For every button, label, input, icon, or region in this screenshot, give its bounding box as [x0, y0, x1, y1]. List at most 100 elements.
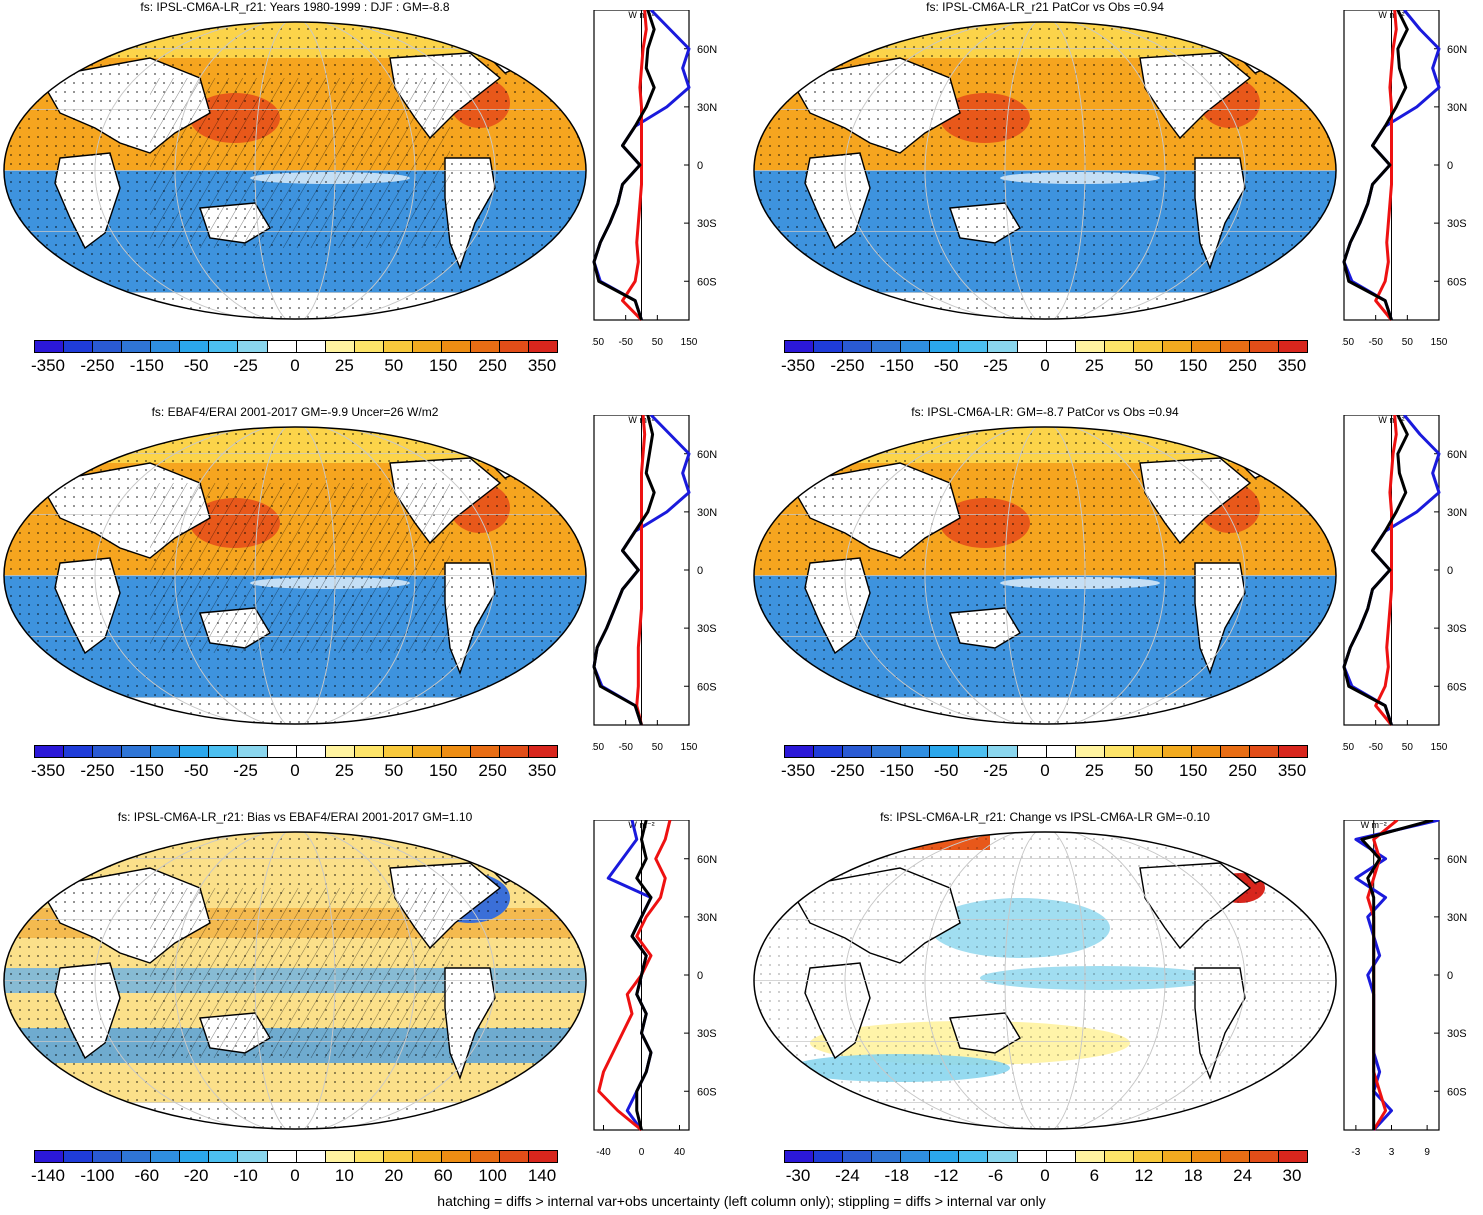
colorbar-swatch [151, 746, 181, 757]
colorbar-label: 30 [1282, 1166, 1302, 1185]
colorbar-swatch [383, 341, 413, 352]
colorbar-swatch [1104, 341, 1134, 352]
zonal-x-tick-label: 9 [1424, 1147, 1430, 1158]
colorbar-label: 150 [1179, 761, 1208, 780]
colorbar-swatch [1017, 1151, 1047, 1162]
colorbar-label: 25 [1084, 356, 1104, 375]
colorbar-label: -140 [30, 1166, 66, 1185]
zonal-mean-plot: W m⁻² 60N 30N 0 30S 60S -150 -50 50 150 [1342, 10, 1467, 348]
zonal-unit-label: W m⁻² [1378, 415, 1404, 425]
global-map [3, 426, 587, 725]
zonal-y-tick-label: 60S [697, 276, 717, 288]
colorbar-label: -100 [80, 1166, 115, 1185]
colorbar-swatch [785, 746, 815, 757]
colorbar-swatch [1104, 746, 1134, 757]
colorbar-swatch [988, 1151, 1018, 1162]
colorbar-swatch [959, 746, 989, 757]
colorbar-swatch [785, 341, 815, 352]
colorbar-swatch [412, 1151, 442, 1162]
colorbar-swatch [209, 1151, 239, 1162]
colorbar-swatch [843, 746, 873, 757]
colorbar-swatch [325, 341, 355, 352]
colorbar-swatch [412, 341, 442, 352]
zonal-x-tick-label: -50 [1368, 337, 1383, 348]
colorbar-swatch [470, 341, 500, 352]
colorbar-label: -350 [30, 356, 66, 375]
zonal-x-tick-label: 150 [681, 337, 698, 348]
figure-panel: fs: IPSL-CM6A-LR_r21 PatCor vs Obs =0.94… [750, 0, 1483, 395]
colorbar [784, 745, 1308, 758]
colorbar-swatch [901, 341, 931, 352]
colorbar-swatch [296, 1151, 326, 1162]
colorbar-labels: -350 -250 -150 -50 -25 0 25 50 150 250 350 [30, 761, 556, 783]
colorbar-swatch [296, 341, 326, 352]
colorbar-swatch [988, 746, 1018, 757]
zonal-series-black [592, 10, 656, 321]
colorbar-label: -250 [80, 356, 115, 375]
colorbar-swatch [529, 746, 558, 757]
global-map [753, 21, 1337, 320]
colorbar-label: -350 [780, 761, 816, 780]
colorbar-swatch [1191, 746, 1221, 757]
colorbar-label: -50 [933, 761, 959, 780]
colorbar-label: 25 [334, 356, 354, 375]
zonal-x-tick-label: 40 [674, 1147, 686, 1158]
colorbar-swatch [814, 1151, 844, 1162]
colorbar-swatch [1220, 1151, 1250, 1162]
colorbar-label: -12 [933, 1166, 959, 1185]
colorbar-swatch [470, 1151, 500, 1162]
zonal-series-red [1374, 415, 1398, 726]
colorbar-label: 150 [429, 761, 458, 780]
colorbar-swatch [500, 746, 530, 757]
colorbar [34, 745, 558, 758]
colorbar-swatch [1046, 746, 1076, 757]
zonal-y-tick-label: 30N [1447, 102, 1467, 114]
colorbar-swatch [843, 341, 873, 352]
colorbar-label: -60 [134, 1166, 160, 1185]
colorbar-swatch [930, 1151, 960, 1162]
zonal-y-tick-label: 30S [1447, 218, 1467, 230]
global-map [753, 426, 1337, 725]
colorbar-label: 50 [1134, 356, 1154, 375]
colorbar-label: -150 [879, 761, 914, 780]
colorbar-swatch [238, 746, 268, 757]
colorbar-label: -350 [30, 761, 66, 780]
colorbar-swatch [64, 1151, 94, 1162]
colorbar-label: -50 [933, 356, 959, 375]
zonal-mean-plot: W m⁻² 60N 30N 0 30S 60S -40 0 40 [593, 820, 717, 1158]
colorbar-swatch [959, 1151, 989, 1162]
colorbar-label: 250 [1228, 356, 1257, 375]
zonal-y-tick-label: 60S [697, 1086, 717, 1098]
global-map [753, 831, 1337, 1130]
zonal-y-tick-label: 30S [1447, 1028, 1467, 1040]
colorbar [784, 1150, 1308, 1163]
zonal-y-tick-label: 60N [697, 854, 717, 866]
colorbar-label: 350 [527, 356, 557, 375]
colorbar-swatch [151, 341, 181, 352]
zonal-x-tick-label: -150 [1342, 337, 1354, 348]
zonal-series-black [1342, 415, 1409, 726]
zonal-y-tick-label: 30S [697, 1028, 717, 1040]
colorbar-label: 10 [334, 1166, 354, 1185]
colorbar-label: 350 [1277, 761, 1307, 780]
zonal-y-tick-label: 0 [1447, 160, 1453, 172]
zonal-y-tick-label: 60N [697, 44, 717, 56]
zonal-y-tick-label: 60S [1447, 681, 1467, 693]
zonal-y-tick-label: 0 [1447, 565, 1453, 577]
colorbar-swatch [1133, 341, 1163, 352]
zonal-unit-label: W m⁻² [628, 415, 654, 425]
zonal-y-tick-label: 0 [1447, 970, 1453, 982]
zonal-mean-plot: W m⁻² 60N 30N 0 30S 60S -3 3 9 [1343, 820, 1467, 1158]
panel-title: fs: IPSL-CM6A-LR_r21: Years 1980-1999 : … [140, 0, 450, 14]
colorbar-swatch [93, 341, 123, 352]
colorbar-swatch [412, 746, 442, 757]
panel-title: fs: EBAF4/ERAI 2001-2017 GM=-9.9 Uncer=2… [151, 405, 439, 419]
colorbar-label: -150 [129, 356, 164, 375]
colorbar-label: 50 [384, 761, 404, 780]
panel-title: fs: IPSL-CM6A-LR_r21: Bias vs EBAF4/ERAI… [117, 810, 473, 824]
zonal-y-tick-label: 30N [697, 912, 717, 924]
colorbar-swatch [1162, 746, 1192, 757]
colorbar-swatch [1046, 1151, 1076, 1162]
colorbar-swatch [1046, 341, 1076, 352]
global-map [3, 21, 587, 320]
